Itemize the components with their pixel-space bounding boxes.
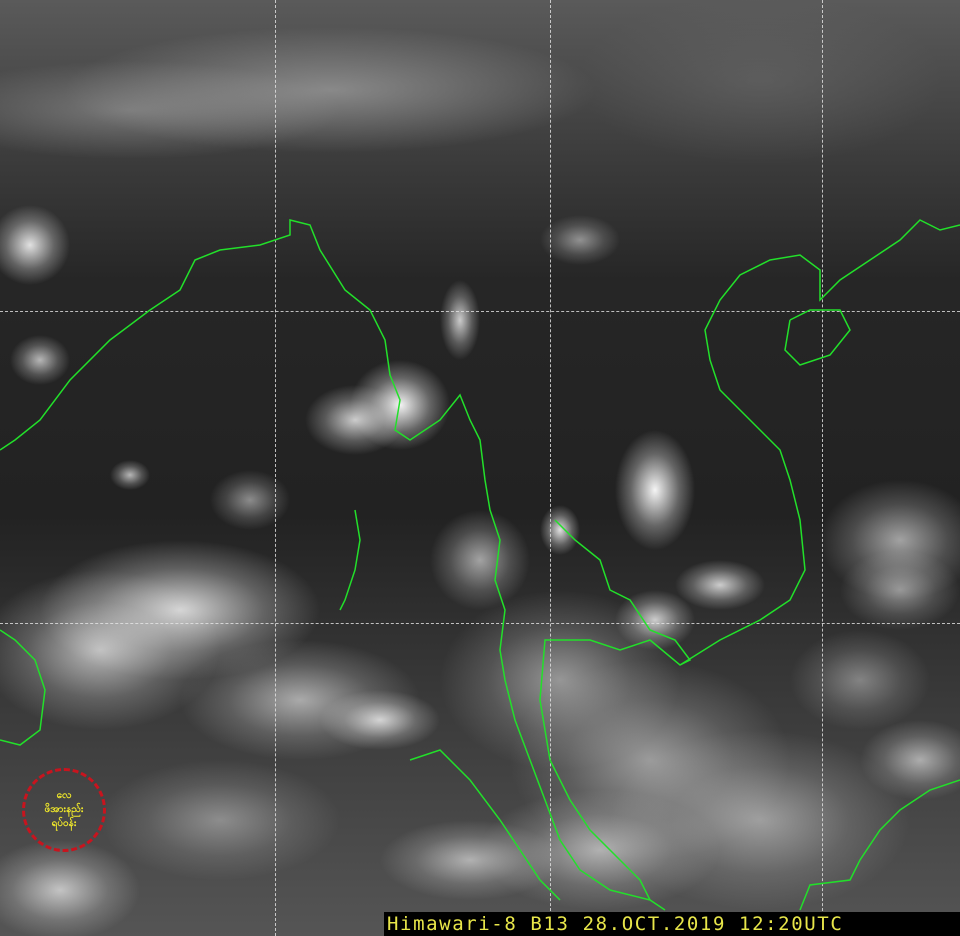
grid-line	[0, 623, 960, 624]
logo-line: ရပ်ဝန်း	[51, 818, 77, 829]
coastline-vietnam-china	[679, 219, 960, 666]
coastline-sumatra	[409, 749, 561, 901]
logo-line: ဖိအားနည်း	[44, 804, 84, 815]
coastline-hainan	[784, 309, 851, 366]
coastline-india-bangladesh	[0, 219, 666, 911]
coastline-borneo	[799, 779, 960, 911]
coastline-andaman	[339, 509, 361, 611]
coastline-sri-lanka	[0, 629, 46, 746]
low-pressure-area-logo: လေ ဖိအားနည်း ရပ်ဝန်း	[22, 768, 106, 852]
image-caption: Himawari-8 B13 28.OCT.2019 12:20UTC	[384, 912, 960, 936]
logo-line: လေ	[56, 790, 72, 801]
grid-line	[0, 311, 960, 312]
grid-line	[275, 0, 276, 936]
coastline-thailand-malaysia	[539, 519, 692, 901]
grid-line	[822, 0, 823, 936]
grid-line	[550, 0, 551, 936]
